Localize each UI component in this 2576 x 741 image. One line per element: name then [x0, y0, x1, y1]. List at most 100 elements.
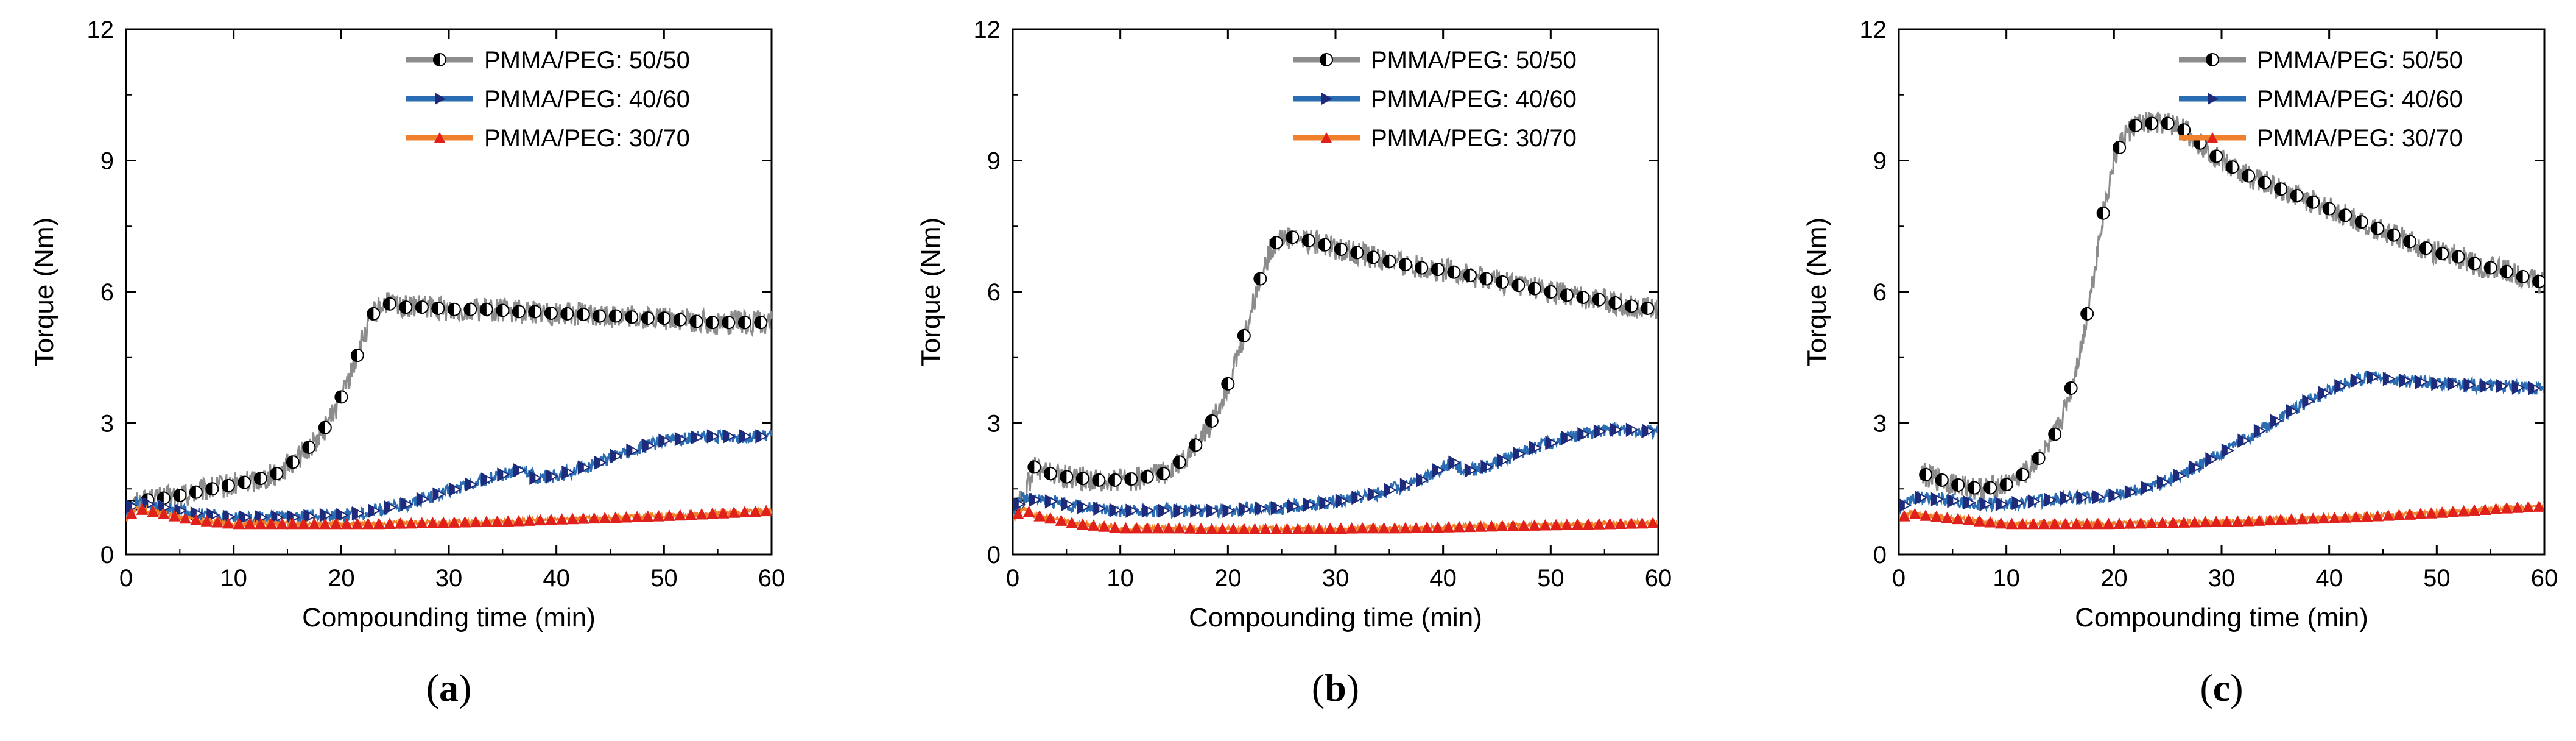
legend-label: PMMA/PEG: 30/70 [1371, 125, 1577, 152]
series-marker-3 [448, 516, 460, 528]
series-marker-3 [641, 510, 654, 522]
legend-item-2: PMMA/PEG: 40/60 [406, 86, 690, 113]
series-marker-3 [534, 514, 546, 526]
series-marker-1 [1253, 272, 1267, 286]
series-marker-3 [1463, 520, 1476, 533]
series-marker-2 [1979, 497, 1993, 512]
series-marker-1 [1415, 261, 1429, 275]
series-marker-3 [749, 505, 762, 517]
series-marker-3 [2317, 512, 2330, 524]
series-marker-3 [2328, 511, 2341, 523]
series-marker-3 [1152, 522, 1164, 534]
series-marker-1 [1092, 473, 1106, 487]
series-marker-3 [2253, 514, 2265, 526]
series-marker-1 [1463, 269, 1477, 283]
series-marker-2 [1206, 503, 1219, 518]
series-marker-3 [2339, 511, 2352, 523]
series-marker-3 [2425, 507, 2438, 519]
series-marker-1 [528, 305, 542, 319]
series-marker-3 [1984, 516, 1997, 528]
series-marker-1 [722, 316, 736, 330]
series-marker-2 [1367, 487, 1381, 502]
series-marker-3 [1899, 510, 1910, 522]
series-marker-3 [523, 514, 536, 526]
series-marker-2 [2350, 373, 2363, 388]
series-marker-2 [2382, 372, 2396, 386]
series-marker-3 [1603, 517, 1616, 530]
series-marker-1 [1382, 254, 1396, 268]
series-marker-2 [610, 448, 623, 464]
series-marker-3 [2382, 509, 2395, 521]
series-marker-3 [1302, 523, 1315, 534]
series-marker-2 [1270, 500, 1284, 516]
series-marker-3 [2156, 517, 2169, 528]
series-marker-3 [1013, 508, 1024, 520]
series-marker-1 [1544, 285, 1558, 299]
series-marker-3 [728, 506, 741, 518]
series-marker-2 [2399, 373, 2412, 388]
series-marker-2 [2463, 377, 2477, 392]
series-marker-3 [2446, 506, 2459, 517]
y-tick-label: 0 [1873, 542, 1887, 569]
legend-item-3: PMMA/PEG: 30/70 [2179, 125, 2463, 152]
series-marker-3 [2005, 517, 2018, 530]
series-marker-2 [368, 503, 381, 518]
x-tick-label: 10 [1107, 565, 1134, 592]
legend-item-3: PMMA/PEG: 30/70 [1293, 125, 1577, 152]
series-marker-1 [447, 302, 461, 316]
legend-label: PMMA/PEG: 50/50 [2257, 47, 2463, 74]
series-marker-1 [705, 316, 719, 330]
series-marker-2 [2108, 488, 2122, 503]
series-marker-3 [2199, 516, 2212, 528]
x-axis-label: Compounding time (min) [302, 603, 596, 633]
series-marker-3 [1378, 522, 1390, 534]
series-marker-2 [594, 455, 607, 470]
legend-item-1: PMMA/PEG: 50/50 [1293, 47, 1577, 74]
series-marker-1 [2451, 250, 2465, 264]
series-marker-2 [416, 492, 429, 507]
series-marker-1 [2145, 116, 2159, 130]
plot-area [126, 292, 772, 530]
y-tick-label: 0 [100, 542, 114, 569]
series-marker-3 [1560, 519, 1573, 530]
series-marker-3 [1920, 509, 1932, 521]
series-marker-2 [1013, 497, 1026, 511]
series-marker-1 [1511, 278, 1526, 292]
series-marker-2 [561, 465, 575, 480]
series-marker-3 [362, 517, 375, 530]
series-marker-2 [497, 467, 510, 482]
series-marker-2 [2044, 492, 2057, 507]
series-marker-3 [545, 513, 557, 525]
series-marker-2 [1995, 497, 2008, 512]
series-marker-2 [2141, 480, 2154, 495]
series-marker-2 [1351, 490, 1365, 505]
series-marker-1 [1398, 258, 1412, 272]
series-marker-3 [384, 517, 396, 530]
series-marker-2 [1319, 495, 1332, 511]
series-marker-3 [1216, 523, 1229, 534]
series-marker-1 [2128, 119, 2142, 133]
series-line-1 [1013, 227, 1658, 517]
series-marker-3 [1421, 521, 1434, 533]
x-tick-label: 60 [2531, 565, 2558, 592]
series-marker-2 [2253, 424, 2267, 438]
series-marker-3 [2049, 517, 2061, 530]
x-tick-label: 40 [543, 565, 570, 592]
series-marker-1 [2403, 235, 2417, 249]
series-marker-1 [189, 485, 203, 499]
series-marker-1 [1334, 242, 1348, 256]
series-marker-1 [2435, 247, 2449, 261]
series-marker-3 [2102, 517, 2115, 530]
series-marker-2 [2092, 490, 2105, 505]
series-marker-3 [1259, 523, 1272, 534]
y-tick-label: 3 [100, 411, 114, 438]
series-marker-2 [674, 431, 688, 447]
series-marker-3 [1485, 520, 1498, 532]
series-marker-1 [2500, 264, 2514, 278]
series-marker-3 [1941, 511, 1954, 523]
series-marker-3 [297, 517, 310, 530]
series-marker-2 [2415, 375, 2428, 389]
series-marker-3 [717, 507, 730, 519]
series-marker-3 [1952, 512, 1965, 525]
series-marker-1 [496, 303, 510, 317]
